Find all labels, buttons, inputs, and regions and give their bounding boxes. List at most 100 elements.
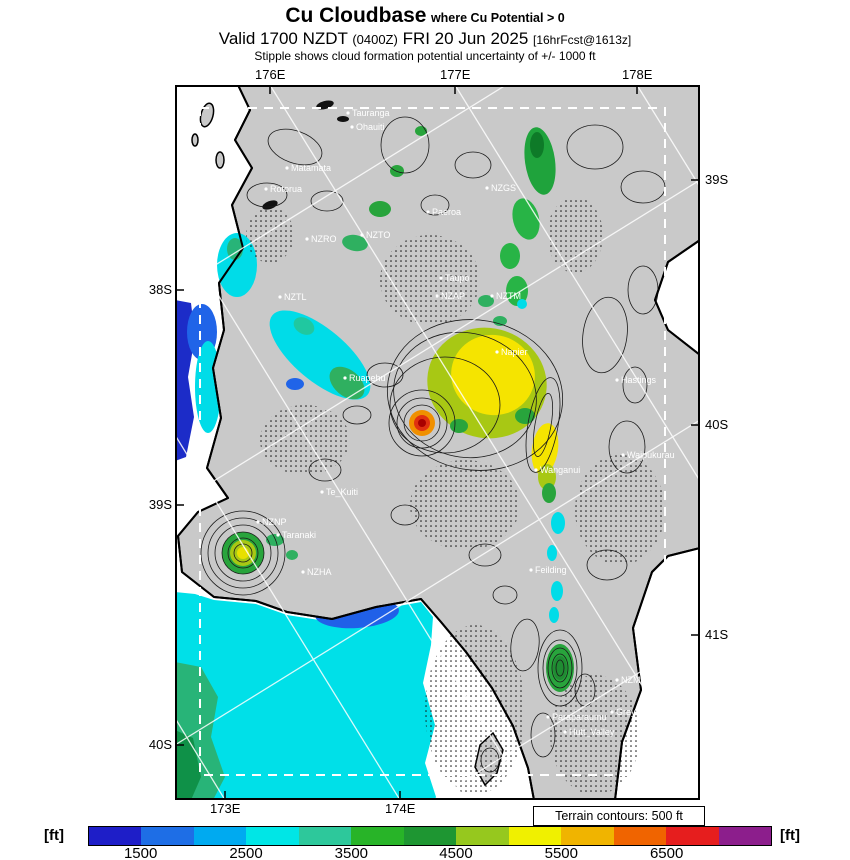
site-label: Hastings: [615, 375, 657, 385]
colorbar-segment: [298, 827, 352, 845]
site-name: NZTL: [284, 292, 307, 302]
colorbar-tick-labels: 1500 2500 3500 4500 5500 6500: [88, 845, 772, 860]
site-name: Taranaki: [282, 530, 316, 540]
site-label: Paeroa: [426, 207, 461, 217]
site-name: Napier: [501, 347, 528, 357]
axis-label: 39S: [705, 172, 729, 187]
site-label: Taranaki: [276, 530, 316, 540]
site-label: NZNP: [256, 517, 287, 527]
axis-label: 38S: [148, 282, 172, 297]
site-name: Greytown: [616, 707, 655, 717]
graticule-lines: [174, 84, 701, 801]
site-name: NZHA: [307, 567, 332, 577]
header: Cu Cloudbase where Cu Potential > 0 Vali…: [0, 4, 850, 63]
site-name: NZRO: [311, 234, 337, 244]
site-name: Hastings: [621, 375, 657, 385]
site-name: NZNP: [262, 517, 287, 527]
site-label: Ohauiti: [350, 122, 385, 132]
site-marker-dot: [615, 378, 619, 382]
site-label: Tauranga: [346, 108, 390, 118]
colorbar-tick-label: 1500: [123, 845, 158, 860]
site-marker-dot: [495, 350, 499, 354]
site-marker-dot: [439, 276, 443, 280]
forecast-tag: [16hrFcst@1613z]: [533, 33, 632, 48]
valid-date: FRI 20 Jun 2025: [402, 29, 533, 49]
site-label: Paraparaumu: [546, 712, 607, 722]
axis-label: 176E: [255, 67, 286, 82]
site-marker-dot: [529, 568, 533, 572]
site-label: Taupo: [439, 273, 470, 283]
map-frame: Tauranga Ohauiti Matamata Rotorua NZRO NZTO Pa…: [174, 84, 701, 801]
site-label: NZAP: [435, 291, 465, 301]
axis-label: 40S: [148, 737, 172, 752]
title-line: Cu Cloudbase where Cu Potential > 0: [0, 4, 850, 28]
colorbar-unit-left: [ft]: [44, 827, 64, 844]
chart-title: Cu Cloudbase: [285, 4, 427, 27]
site-marker-dot: [534, 468, 538, 472]
site-marker-dot: [305, 237, 309, 241]
site-marker-dot: [285, 166, 289, 170]
site-name: NZMS: [621, 675, 647, 685]
valid-line: Valid 1700 NZDT (0400Z) FRI 20 Jun 2025 …: [0, 29, 850, 49]
site-label: Greytown: [610, 707, 655, 717]
colorbar-unit-right: [ft]: [780, 827, 800, 844]
stipple-note: Stipple shows cloud formation potential …: [254, 48, 596, 63]
site-marker-dot: [435, 294, 439, 298]
site-marker-dot: [264, 187, 268, 191]
colorbar-segment: [718, 827, 772, 845]
site-marker-dot: [256, 520, 260, 524]
site-marker-dot: [276, 533, 280, 537]
site-name: Matamata: [291, 163, 331, 173]
colorbar-segment: [403, 827, 457, 845]
colorbar-segment: [613, 827, 667, 845]
site-marker-dot: [615, 678, 619, 682]
cloudbase-colorbar: [88, 826, 772, 846]
site-marker-dot: [278, 295, 282, 299]
colorbar-segment: [666, 827, 719, 845]
site-label: Ruapehu: [343, 373, 386, 383]
site-label: Feilding: [529, 565, 567, 575]
site-name: Te_Kuiti: [326, 487, 358, 497]
site-name: NZGS: [491, 183, 516, 193]
site-label: NZMS: [615, 675, 647, 685]
colorbar-tick-label: 4500: [439, 845, 473, 860]
site-name: Paeroa: [432, 207, 461, 217]
site-label: NZGS: [485, 183, 516, 193]
site-label: NZRO: [305, 234, 337, 244]
site-label: Te_Kuiti: [320, 487, 358, 497]
site-name: NZTM: [496, 291, 521, 301]
axis-label: 178E: [622, 67, 653, 82]
site-name: Feilding: [535, 565, 567, 575]
site-name: Hutt_Valley: [569, 727, 615, 737]
axis-ticks: [176, 86, 699, 799]
valid-zulu: (0400Z): [352, 32, 398, 48]
site-name: Rotorua: [270, 184, 302, 194]
site-marker-dot: [490, 294, 494, 298]
site-marker-dot: [610, 710, 614, 714]
site-label: NZTO: [360, 230, 390, 240]
site-marker-dot: [346, 111, 350, 115]
site-marker-dot: [343, 376, 347, 380]
axis-label: 40S: [705, 417, 729, 432]
site-marker-dot: [546, 715, 550, 719]
site-name: Wanganui: [540, 465, 580, 475]
site-marker-dot: [563, 730, 567, 734]
valid-prefix: Valid 1700 NZDT: [218, 29, 353, 49]
site-name: Ruapehu: [349, 373, 386, 383]
colorbar-segment: [89, 827, 142, 845]
colorbar-segment: [141, 827, 194, 845]
site-label: Wanganui: [534, 465, 580, 475]
colorbar-segment: [561, 827, 614, 845]
site-name: NZAP: [441, 291, 465, 301]
colorbar-segment: [508, 827, 562, 845]
colorbar-tick-label: 5500: [544, 845, 578, 860]
site-name: Tauranga: [352, 108, 390, 118]
colorbar-tick-label: 2500: [229, 845, 263, 860]
coastline: [177, 84, 701, 801]
site-label: Hutt_Valley: [563, 727, 615, 737]
site-marker-dot: [485, 186, 489, 190]
colorbar-segment: [246, 827, 299, 845]
site-label: NZTL: [278, 292, 307, 302]
colorbar-tick-label: 6500: [649, 845, 684, 860]
